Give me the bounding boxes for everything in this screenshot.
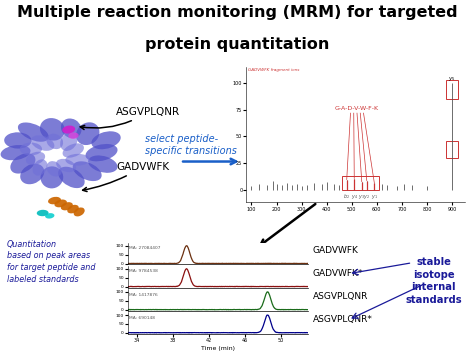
Text: GADVWFK fragment ions: GADVWFK fragment ions [248,68,299,72]
Text: Quantitation
based on peak areas
for target peptide and
labeled standards: Quantitation based on peak areas for tar… [7,240,96,284]
Text: MA: 1417876: MA: 1417876 [129,293,158,296]
Ellipse shape [58,167,85,188]
Ellipse shape [63,143,84,158]
Ellipse shape [46,133,63,149]
Ellipse shape [91,131,121,149]
Ellipse shape [40,118,65,141]
Ellipse shape [45,213,55,219]
Ellipse shape [85,144,118,161]
Ellipse shape [26,152,45,165]
Ellipse shape [48,197,61,204]
Text: Multiple reaction monitoring (MRM) for targeted: Multiple reaction monitoring (MRM) for t… [17,5,457,20]
Ellipse shape [73,207,85,217]
Ellipse shape [62,126,75,133]
X-axis label: Time (min): Time (min) [201,346,235,351]
Ellipse shape [56,159,76,172]
Text: $y_5$: $y_5$ [448,75,456,83]
Text: select peptide-: select peptide- [145,134,218,144]
Text: MA: 9784538: MA: 9784538 [129,269,158,273]
Ellipse shape [18,122,49,142]
Text: $y_3$: $y_3$ [358,193,365,201]
Ellipse shape [10,153,36,174]
Text: MA: 690148: MA: 690148 [129,316,155,320]
Ellipse shape [61,202,73,211]
Ellipse shape [33,159,47,176]
Ellipse shape [20,142,42,155]
Ellipse shape [0,145,30,160]
Ellipse shape [68,132,79,139]
Text: GADVWFK*: GADVWFK* [313,269,363,278]
Text: GADVWFK: GADVWFK [313,246,359,255]
Text: stable
isotope
internal
standards: stable isotope internal standards [406,257,462,305]
Text: $y_1$: $y_1$ [371,193,378,201]
Ellipse shape [40,166,63,189]
Ellipse shape [46,161,62,176]
Text: $y_4$: $y_4$ [351,193,358,201]
Ellipse shape [73,161,101,181]
Ellipse shape [4,132,31,149]
Text: GADVWFK: GADVWFK [82,162,169,192]
Text: ASGVPLQNR: ASGVPLQNR [80,107,180,130]
Bar [342,176,379,190]
Text: ASGVPLQNR*: ASGVPLQNR* [313,315,373,324]
Bar [446,141,458,158]
Ellipse shape [37,210,48,216]
Ellipse shape [65,154,90,166]
Ellipse shape [55,200,67,207]
Text: G-A-D-V-W-F-K: G-A-D-V-W-F-K [335,106,379,111]
Ellipse shape [88,155,118,173]
Text: protein quantitation: protein quantitation [145,37,329,52]
Text: ASGVPLQNR: ASGVPLQNR [313,292,368,301]
Ellipse shape [31,135,55,151]
Ellipse shape [20,164,44,184]
Ellipse shape [61,119,82,138]
Bar [446,80,458,99]
Text: $b_2$: $b_2$ [343,192,350,201]
Ellipse shape [67,205,79,213]
Text: specific transitions: specific transitions [145,146,237,157]
Text: $y_2$: $y_2$ [364,193,370,201]
Ellipse shape [60,132,78,151]
Ellipse shape [76,122,100,145]
Text: MA: 27084407: MA: 27084407 [129,246,161,250]
